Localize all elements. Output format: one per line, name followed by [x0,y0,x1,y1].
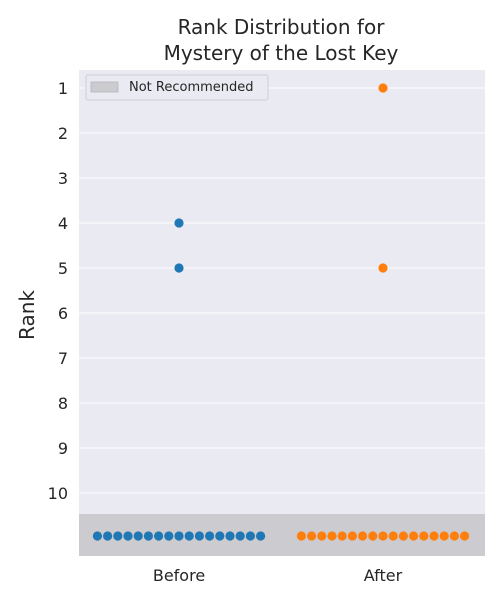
y-tick-3: 3 [58,169,68,188]
before-point-not-recommended [235,531,245,541]
after-point-not-recommended [378,531,388,541]
after-point-not-recommended [307,531,317,541]
y-tick-4: 4 [58,214,68,233]
legend: Not Recommended [85,74,269,101]
y-tick-labels: 1 2 3 4 5 6 7 8 9 10 [48,79,68,503]
y-tick-10: 10 [48,484,68,503]
y-tick-5: 5 [58,259,68,278]
before-point-not-recommended [154,531,164,541]
after-point-not-recommended [409,531,419,541]
before-point-not-recommended [164,531,174,541]
before-point-not-recommended [194,531,204,541]
before-point-not-recommended [215,531,225,541]
y-tick-6: 6 [58,304,68,323]
y-axis-label: Rank [15,290,39,340]
chart-title-line-2: Mystery of the Lost Key [164,41,399,65]
after-point-not-recommended [296,531,306,541]
before-point-not-recommended [174,531,184,541]
after-point-not-recommended [398,531,408,541]
after-point-not-recommended [327,531,337,541]
after-point-not-recommended [429,531,439,541]
before-point-not-recommended [92,531,102,541]
y-tick-1: 1 [58,79,68,98]
before-point-not-recommended [205,531,215,541]
grid-lines [79,87,485,494]
after-point-rank-5 [378,263,388,273]
after-point-not-recommended [460,531,470,541]
before-point-not-recommended [103,531,113,541]
before-point-not-recommended [184,531,194,541]
before-point-not-recommended [143,531,153,541]
after-point-not-recommended [317,531,327,541]
after-point-not-recommended [419,531,429,541]
before-point-not-recommended [225,531,235,541]
after-point-not-recommended [449,531,459,541]
data-points [92,83,470,541]
after-point-not-recommended [368,531,378,541]
before-point-not-recommended [133,531,143,541]
before-point-rank-5 [174,263,184,273]
after-point-rank-1 [378,83,388,93]
y-tick-9: 9 [58,439,68,458]
x-tick-labels: Before After [153,566,403,585]
y-tick-2: 2 [58,124,68,143]
x-tick-before: Before [153,566,205,585]
before-point-not-recommended [245,531,255,541]
before-point-not-recommended [256,531,266,541]
y-tick-7: 7 [58,349,68,368]
legend-label: Not Recommended [129,80,254,95]
after-point-not-recommended [388,531,398,541]
before-point-not-recommended [113,531,123,541]
chart-title-line-1: Rank Distribution for [178,15,386,39]
after-point-not-recommended [439,531,449,541]
before-point-rank-4 [174,218,184,228]
x-tick-after: After [364,566,403,585]
before-point-not-recommended [123,531,133,541]
y-tick-8: 8 [58,394,68,413]
legend-frame [85,74,269,101]
after-point-not-recommended [358,531,368,541]
legend-swatch [90,81,119,93]
after-point-not-recommended [347,531,357,541]
after-point-not-recommended [337,531,347,541]
